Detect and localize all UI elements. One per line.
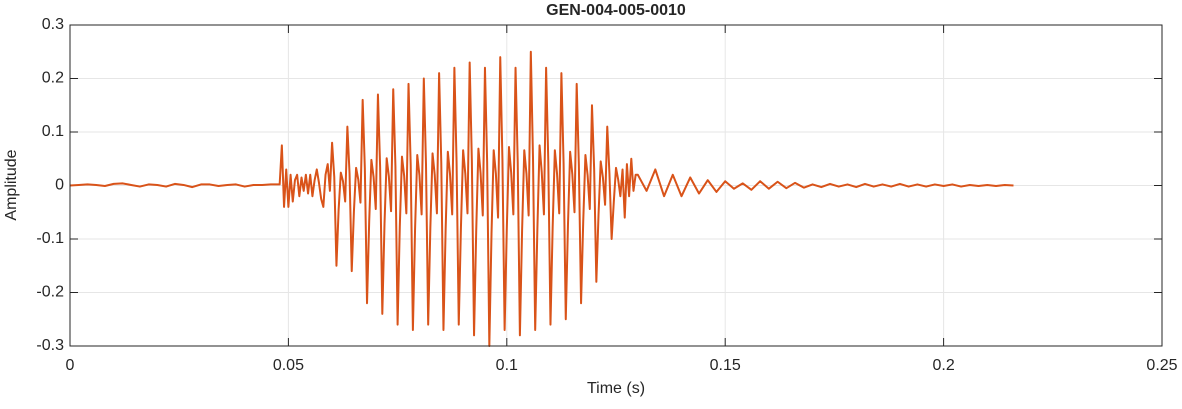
waveform-line <box>69 50 1014 347</box>
chart-title: GEN-004-005-0010 <box>546 2 686 19</box>
x-tick-label: 0.25 <box>1146 357 1177 374</box>
y-tick-label: -0.1 <box>36 230 64 247</box>
y-tick-label: 0 <box>55 177 64 194</box>
y-axis-label: Amplitude <box>3 149 20 220</box>
plot-frame <box>69 24 1163 347</box>
y-tick-label: -0.3 <box>36 337 64 354</box>
x-axis-label: Time (s) <box>587 380 645 397</box>
y-tick-label: -0.2 <box>36 284 64 301</box>
x-tick-label: 0 <box>66 357 75 374</box>
y-tick-label: 0.1 <box>42 123 64 140</box>
x-tick-label: 0.05 <box>273 357 304 374</box>
y-tick-label: 0.2 <box>42 70 64 87</box>
y-tick-label: 0.3 <box>42 16 64 33</box>
x-tick-label: 0.1 <box>496 357 518 374</box>
x-tick-label: 0.15 <box>710 357 741 374</box>
x-tick-label: 0.2 <box>932 357 954 374</box>
